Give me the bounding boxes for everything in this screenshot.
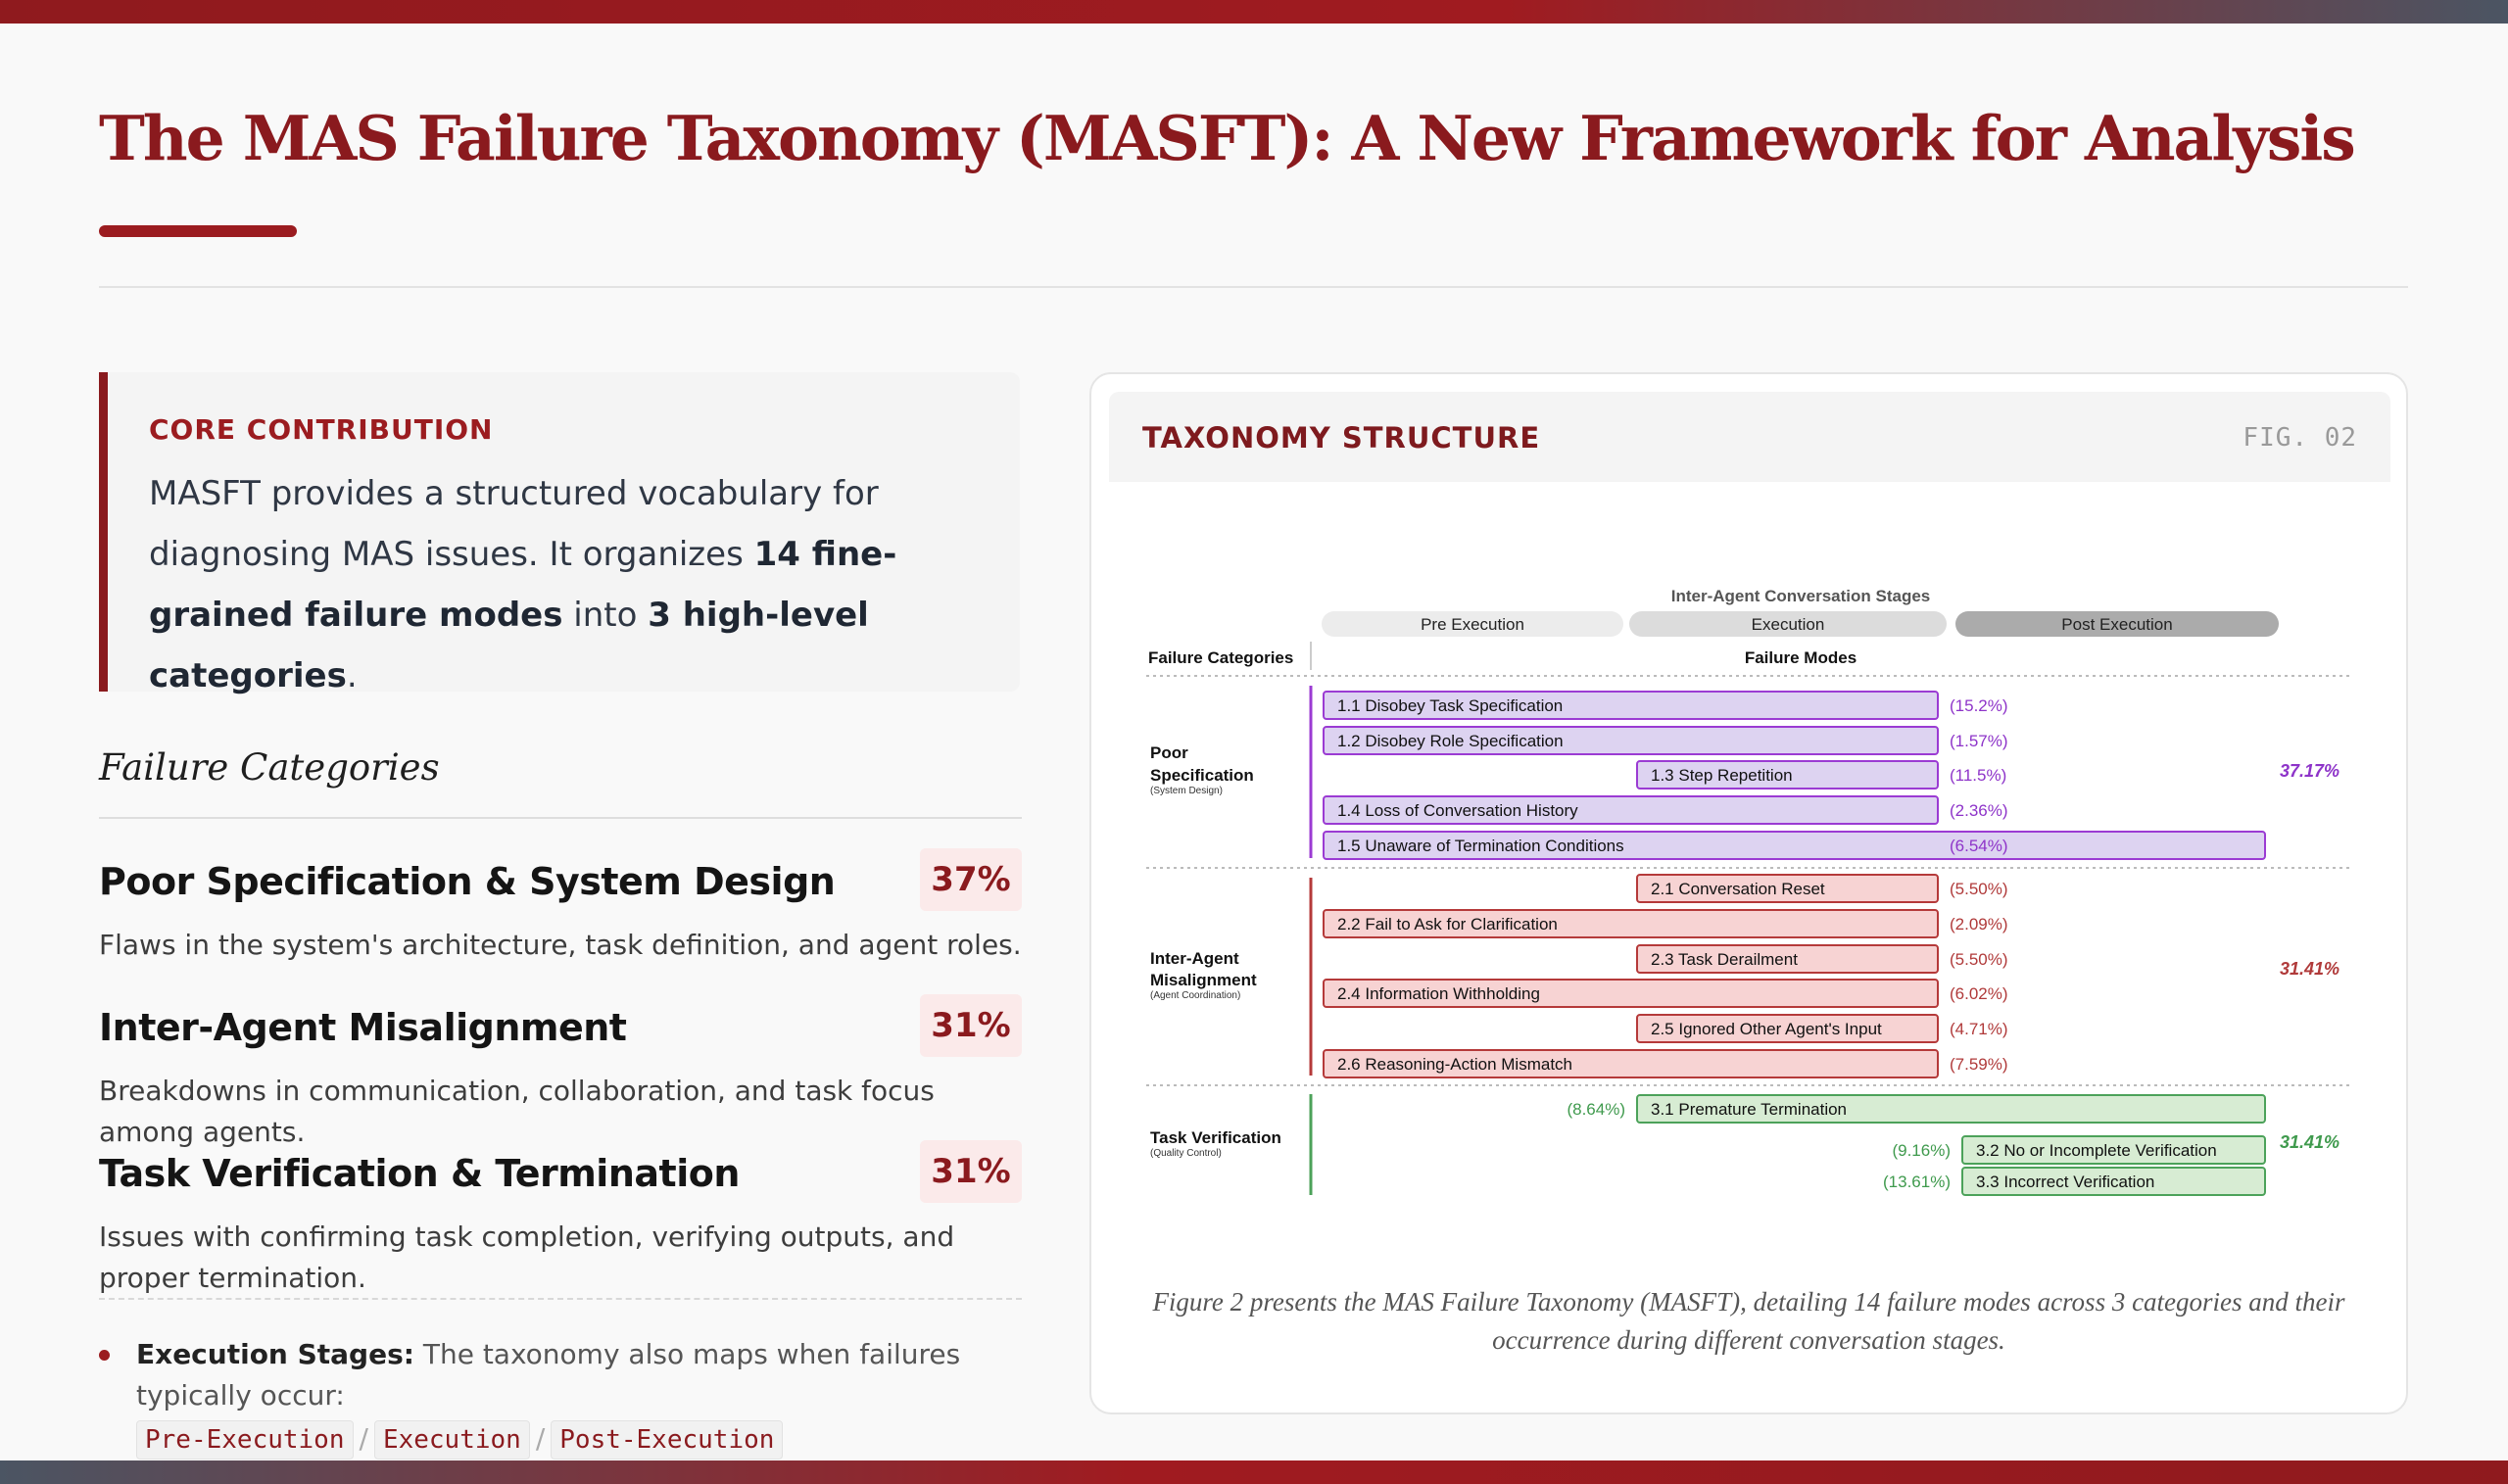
title-underline <box>99 225 297 237</box>
title-divider <box>99 286 2408 288</box>
card-header: TAXONOMY STRUCTURE FIG. 02 <box>1109 392 2390 482</box>
stage-code-execution: Execution <box>373 1420 530 1460</box>
category-percent-badge: 31% <box>920 994 1022 1057</box>
figure-number: FIG. 02 <box>2243 423 2357 453</box>
stage-separator: / <box>359 1422 368 1455</box>
core-bold-1: 14 fine-grained failure modes <box>149 535 897 635</box>
stages-note-label: Execution Stages: <box>136 1338 414 1370</box>
stage-code-pre-execution: Pre-Execution <box>136 1420 354 1460</box>
category-inter-agent-misalignment: Inter-Agent Misalignment 31% Breakdowns … <box>99 994 1022 1153</box>
core-contribution-label: CORE CONTRIBUTION <box>149 413 494 446</box>
category-title: Poor Specification & System Design <box>99 860 836 903</box>
category-title: Task Verification & Termination <box>99 1152 740 1195</box>
core-text-2: into <box>562 596 649 635</box>
core-text-3: . <box>346 656 358 695</box>
bottom-accent-bar <box>0 1460 2508 1484</box>
stage-code-post-execution: Post-Execution <box>551 1420 784 1460</box>
core-text-1: MASFT provides a structured vocabulary f… <box>149 474 879 574</box>
category-description: Breakdowns in communication, collaborati… <box>99 1075 935 1148</box>
category-percent-badge: 37% <box>920 848 1022 911</box>
core-bold-2: 3 high-level categories <box>149 596 869 695</box>
category-title: Inter-Agent Misalignment <box>99 1006 627 1049</box>
figure-caption: Figure 2 presents the MAS Failure Taxono… <box>1152 1287 2345 1355</box>
page-title: The MAS Failure Taxonomy (MASFT): A New … <box>99 102 2356 174</box>
card-title: TAXONOMY STRUCTURE <box>1142 421 1541 455</box>
bullet-dot <box>99 1350 110 1361</box>
taxonomy-figure-card: TAXONOMY STRUCTURE FIG. 02 <box>1089 372 2408 1414</box>
core-contribution-callout: CORE CONTRIBUTION MASFT provides a struc… <box>99 372 1020 695</box>
top-accent-bar <box>0 0 2508 24</box>
category-percent-badge: 31% <box>920 1140 1022 1203</box>
core-contribution-text: MASFT provides a structured vocabulary f… <box>149 463 981 706</box>
category-description: Issues with confirming task completion, … <box>99 1221 955 1294</box>
category-description: Flaws in the system's architecture, task… <box>99 929 1022 961</box>
failure-categories-divider <box>99 817 1022 819</box>
category-task-verification: Task Verification & Termination 31% Issu… <box>99 1140 1022 1299</box>
stages-note-text: The taxonomy also maps when failures typ… <box>136 1338 961 1412</box>
dashed-divider <box>99 1298 1022 1300</box>
execution-stages-note: Execution Stages: The taxonomy also maps… <box>99 1334 1030 1460</box>
category-poor-specification: Poor Specification & System Design 37% F… <box>99 848 1022 966</box>
stage-separator: / <box>535 1422 546 1455</box>
failure-categories-heading: Failure Categories <box>99 746 440 789</box>
